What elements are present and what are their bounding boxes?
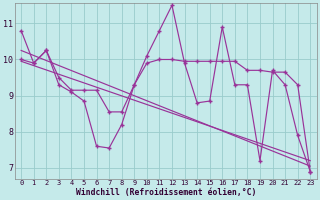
X-axis label: Windchill (Refroidissement éolien,°C): Windchill (Refroidissement éolien,°C)	[76, 188, 256, 197]
